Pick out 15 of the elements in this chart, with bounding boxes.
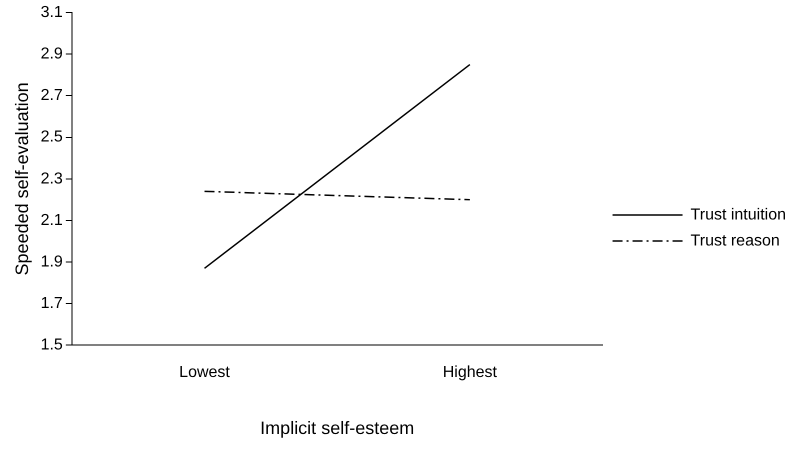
y-axis-title: Speeded self-evaluation: [12, 82, 32, 276]
y-tick-label: 2.1: [40, 212, 63, 229]
x-axis-title: Implicit self-esteem: [260, 418, 414, 438]
legend-label: Trust intuition: [690, 206, 786, 224]
y-tick-label: 2.7: [40, 87, 63, 104]
y-tick-label: 3.1: [40, 4, 63, 22]
legend-label: Trust reason: [690, 232, 780, 250]
x-tick-label: Highest: [442, 364, 498, 382]
y-tick-label: 2.5: [40, 128, 63, 146]
y-tick-label: 1.7: [40, 295, 63, 312]
y-tick-label: 1.9: [40, 253, 63, 270]
y-tick-label: 2.9: [40, 46, 63, 63]
y-tick-label: 2.3: [40, 170, 63, 188]
y-tick-label: 1.5: [40, 336, 63, 354]
x-tick-label: Lowest: [179, 364, 230, 382]
